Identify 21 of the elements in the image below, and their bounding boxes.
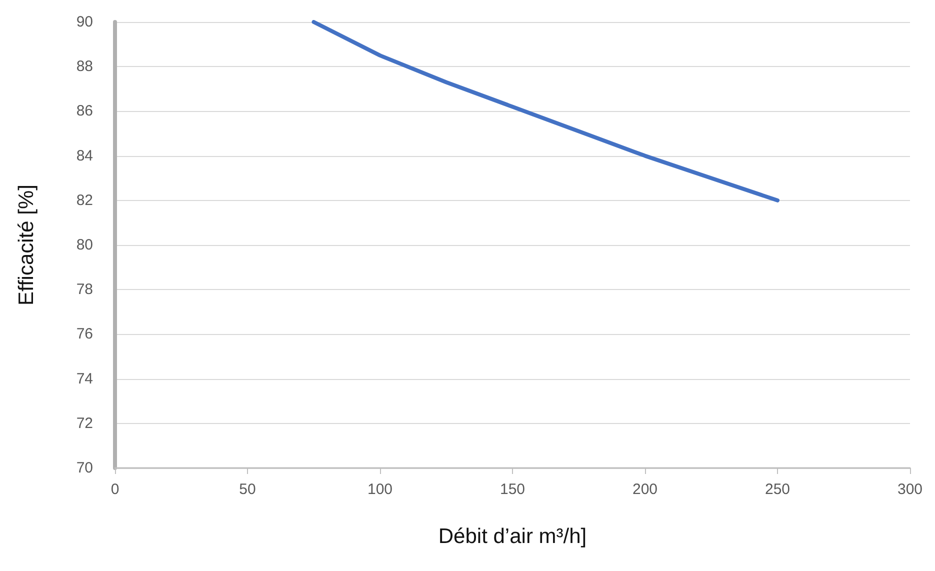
y-tick-label: 72: [76, 414, 93, 432]
y-tick-label: 84: [76, 147, 93, 164]
x-tick-label: 100: [367, 481, 393, 498]
x-tick-label: 250: [764, 481, 790, 498]
y-tick-label: 76: [76, 326, 93, 343]
x-tick-label: 150: [500, 481, 526, 498]
x-tick-label: 300: [897, 481, 923, 498]
y-tick-label: 90: [76, 14, 93, 30]
y-tick-label: 86: [76, 102, 93, 120]
y-tick-label: 74: [76, 370, 93, 388]
line-series: [312, 20, 780, 202]
y-tick-label: 80: [76, 236, 93, 254]
y-tick-label: 78: [76, 281, 93, 298]
y-axis-title: Efficacité [%]: [15, 184, 38, 306]
y-tick-label: 70: [76, 460, 93, 476]
y-tick-label: 82: [76, 192, 93, 209]
x-tick-label: 0: [110, 481, 120, 498]
x-axis-title: Débit d’air m³/h]: [438, 525, 587, 548]
y-tick-label: 88: [76, 58, 93, 76]
x-tick-label: 200: [632, 481, 658, 498]
x-tick-label: 50: [239, 481, 256, 498]
